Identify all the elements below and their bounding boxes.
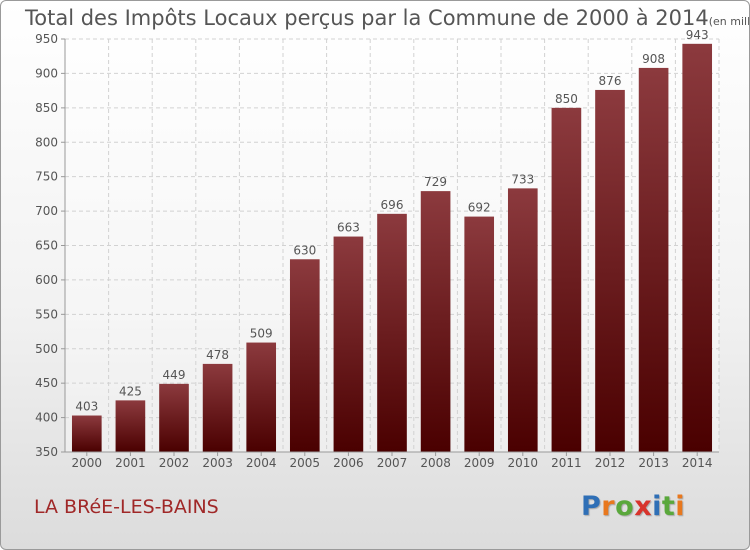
bar <box>551 107 582 452</box>
data-label: 733 <box>511 172 534 186</box>
logo-letter: i <box>652 491 662 522</box>
data-label: 696 <box>381 198 404 212</box>
y-tick-label: 450 <box>35 376 58 390</box>
y-tick-label: 700 <box>35 204 58 218</box>
y-tick-label: 750 <box>35 170 58 184</box>
x-tick-label: 2014 <box>682 456 713 470</box>
bar <box>595 89 625 452</box>
y-tick-label: 550 <box>35 307 58 321</box>
bar <box>420 191 451 452</box>
x-tick-label: 2002 <box>159 456 190 470</box>
data-label: 663 <box>337 221 360 235</box>
bar <box>246 342 277 452</box>
y-tick-label: 900 <box>35 66 58 80</box>
logo-letter: P <box>581 491 602 522</box>
y-tick-label: 950 <box>35 32 58 46</box>
bar <box>638 67 669 452</box>
proxiti-logo[interactable]: Proxiti <box>581 491 685 522</box>
data-label: 943 <box>686 28 709 42</box>
logo-letter: r <box>601 491 616 522</box>
data-label: 478 <box>206 348 229 362</box>
data-label: 908 <box>642 52 665 66</box>
bar <box>115 400 146 452</box>
y-tick-label: 600 <box>35 273 58 287</box>
x-tick-label: 2001 <box>115 456 146 470</box>
logo-letter: x <box>634 491 653 522</box>
bar <box>333 236 364 452</box>
bar <box>71 415 102 452</box>
x-tick-label: 2003 <box>202 456 233 470</box>
data-label: 509 <box>250 327 273 341</box>
commune-name: LA BRéE-LES-BAINS <box>34 496 219 518</box>
bar <box>202 363 233 452</box>
x-tick-label: 2010 <box>508 456 539 470</box>
x-tick-label: 2000 <box>72 456 103 470</box>
chart-title: Total des Impôts Locaux perçus par la Co… <box>25 6 750 30</box>
x-tick-label: 2004 <box>246 456 277 470</box>
data-label: 876 <box>599 74 622 88</box>
x-tick-label: 2011 <box>551 456 582 470</box>
axes: 350 400 450 500 550 600 650 700 750 800 850 900 950 2… <box>35 32 719 470</box>
bar <box>289 259 320 452</box>
y-tick-label: 500 <box>35 342 58 356</box>
y-tick-label: 400 <box>35 411 58 425</box>
bar <box>507 188 538 452</box>
x-tick-label: 2013 <box>638 456 669 470</box>
y-tick-label: 850 <box>35 101 58 115</box>
logo-letter: o <box>615 491 635 522</box>
y-tick-label: 650 <box>35 239 58 253</box>
data-label: 403 <box>75 400 98 414</box>
logo-letter: t <box>661 491 676 522</box>
data-label: 729 <box>424 175 447 189</box>
bars: 403 425 449 478 509 630 663 696 729 692 733 850 876 9… <box>71 28 713 453</box>
logo-letter: i <box>675 491 686 522</box>
bar <box>377 213 407 452</box>
data-label: 850 <box>555 92 578 106</box>
data-label: 449 <box>163 368 186 382</box>
x-tick-label: 2006 <box>333 456 364 470</box>
x-tick-label: 2007 <box>377 456 408 470</box>
data-label: 692 <box>468 201 491 215</box>
x-tick-label: 2008 <box>420 456 451 470</box>
data-label: 630 <box>293 243 316 257</box>
x-tick-label: 2009 <box>464 456 495 470</box>
chart-unit-label: (en milliers d'€) <box>708 15 750 28</box>
y-tick-label: 350 <box>35 445 58 459</box>
y-tick-label: 800 <box>35 135 58 149</box>
bar <box>682 43 713 453</box>
data-label: 425 <box>119 384 142 398</box>
x-tick-label: 2005 <box>290 456 321 470</box>
bar <box>159 383 189 452</box>
x-tick-label: 2012 <box>595 456 626 470</box>
chart-title-text: Total des Impôts Locaux perçus par la Co… <box>25 6 709 30</box>
bar <box>464 216 495 452</box>
